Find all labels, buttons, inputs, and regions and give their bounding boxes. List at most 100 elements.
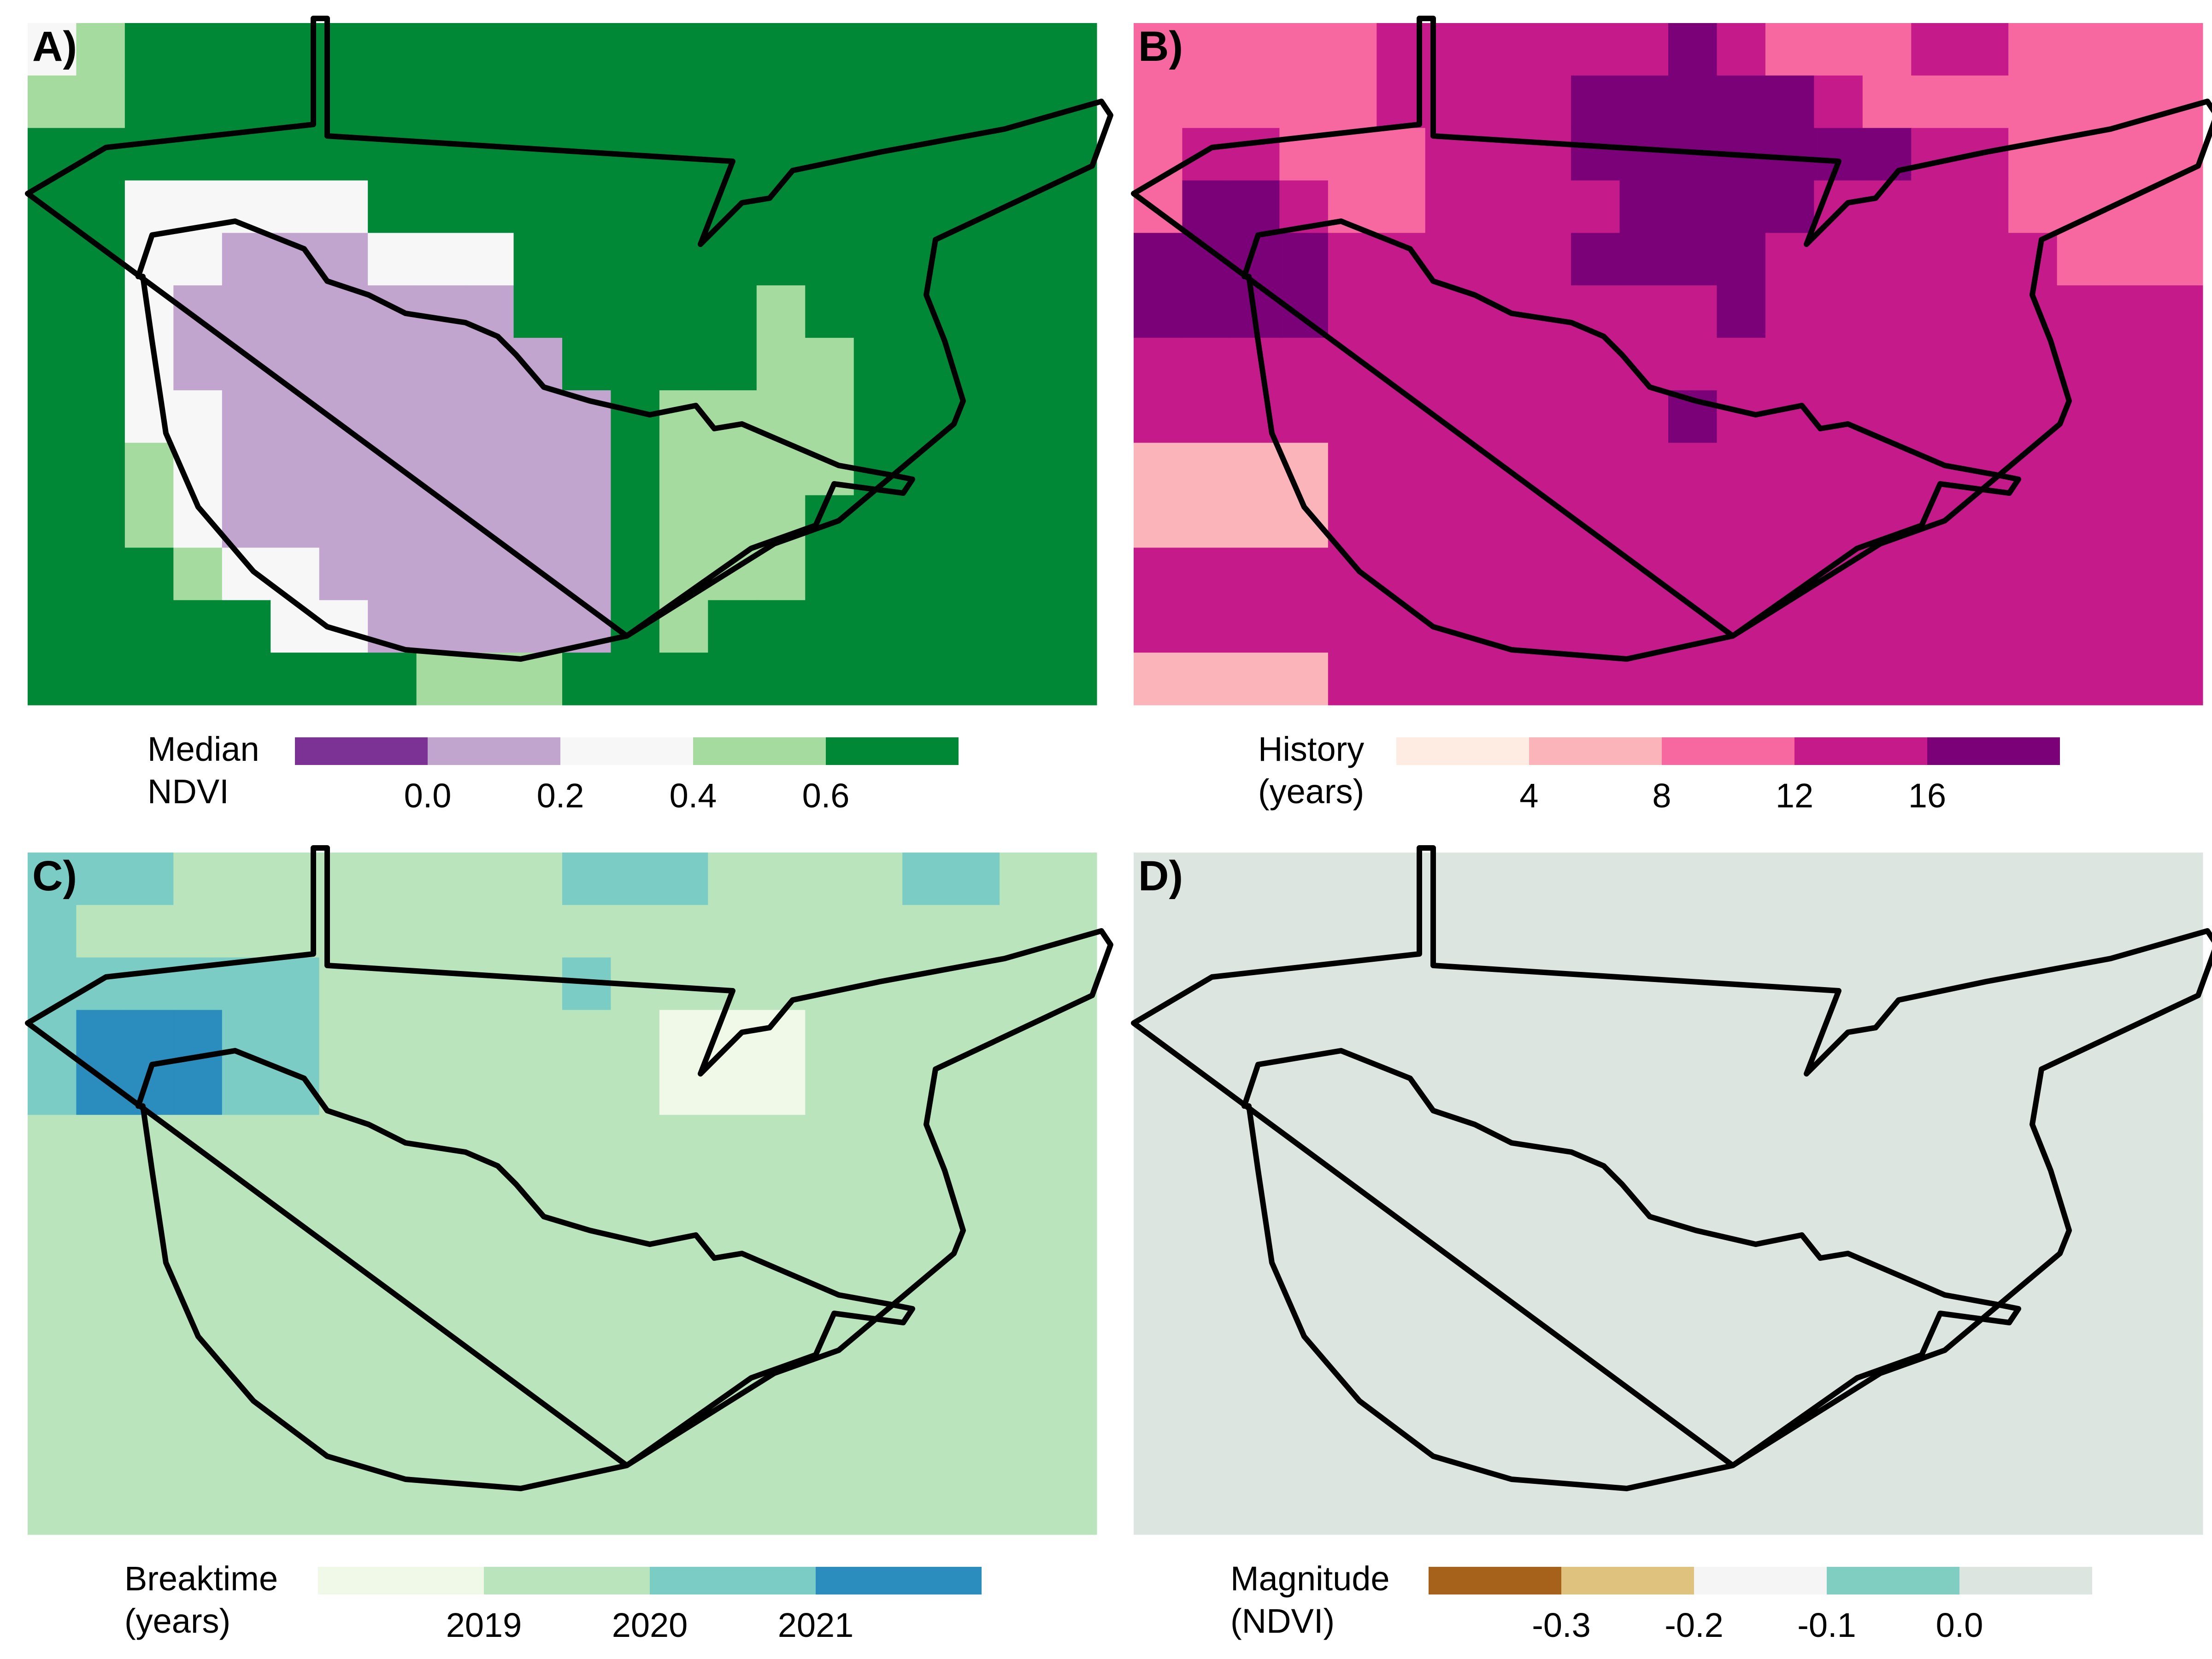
raster-cell	[1717, 285, 1766, 338]
raster-cell	[1328, 1272, 1377, 1325]
raster-cell	[611, 1430, 660, 1483]
raster-cell	[1814, 905, 1863, 958]
raster-cell	[2008, 1430, 2058, 1483]
raster-cell	[368, 1324, 417, 1377]
raster-cell	[659, 495, 708, 548]
raster-cell	[2154, 905, 2203, 958]
raster-cell	[756, 1430, 806, 1483]
raster-cell	[1522, 233, 1571, 286]
raster-cell	[1668, 75, 1717, 129]
raster-cell	[465, 1010, 514, 1063]
raster-cell	[562, 233, 611, 286]
legend-swatch	[295, 737, 428, 765]
raster-cell	[708, 1324, 757, 1377]
raster-cell	[1134, 495, 1182, 548]
raster-cell	[1182, 600, 1231, 653]
raster-cell	[951, 233, 1000, 286]
map-panel-1	[28, 18, 1111, 706]
raster-cell	[465, 1062, 514, 1115]
raster-cell	[1814, 853, 1863, 906]
raster-cell	[1911, 1430, 1960, 1483]
raster-cell	[1377, 390, 1426, 443]
legend-tick-label: -0.3	[1532, 1606, 1591, 1644]
raster-cell	[1000, 547, 1049, 600]
raster-cell	[1911, 1115, 1960, 1168]
raster-cell	[1571, 180, 1620, 233]
raster-cell	[368, 495, 417, 548]
panel-label: D)	[1138, 853, 1183, 900]
raster-cell	[1717, 600, 1766, 653]
raster-cell	[76, 1219, 125, 1273]
raster-cell	[513, 853, 563, 906]
raster-cell	[708, 1062, 757, 1115]
raster-cell	[1425, 180, 1474, 233]
raster-cell	[1328, 1482, 1377, 1535]
raster-cell	[1668, 1482, 1717, 1535]
raster-cell	[1814, 1167, 1863, 1220]
raster-cell	[173, 1219, 223, 1273]
raster-cell	[1765, 905, 1814, 958]
raster-cell	[1911, 1219, 1960, 1273]
legend-title: Median NDVI	[147, 730, 259, 811]
raster-cell	[659, 853, 708, 906]
raster-cell	[319, 653, 368, 706]
raster-cell	[1182, 180, 1231, 233]
raster-cell	[173, 547, 223, 600]
raster-cell	[1522, 957, 1571, 1011]
raster-cell	[76, 1115, 125, 1168]
legend-swatch	[1529, 737, 1662, 765]
raster-cell	[124, 853, 174, 906]
raster-cell	[271, 1167, 320, 1220]
raster-cell	[1474, 23, 1523, 76]
raster-cell	[76, 23, 125, 76]
raster-cell	[1134, 1167, 1182, 1220]
raster-cell	[2106, 1377, 2155, 1430]
map-panel-3	[28, 848, 1111, 1535]
raster-cell	[416, 495, 465, 548]
raster-cell	[1377, 338, 1426, 391]
raster-cell	[1911, 180, 1960, 233]
raster-cell	[271, 1219, 320, 1273]
raster-cell	[28, 1430, 76, 1483]
raster-cell	[805, 1430, 854, 1483]
raster-cell	[1668, 1115, 1717, 1168]
raster-cell	[902, 180, 952, 233]
raster-cell	[1862, 1377, 1912, 1430]
raster-cell	[1474, 390, 1523, 443]
legend-tick-label: 0.2	[536, 777, 584, 815]
raster-cell	[2008, 128, 2058, 181]
raster-cell	[124, 1482, 174, 1535]
raster-cell	[416, 75, 465, 129]
raster-cell	[902, 23, 952, 76]
raster-cell	[2008, 1482, 2058, 1535]
raster-cell	[756, 338, 806, 391]
raster-cell	[756, 1377, 806, 1430]
raster-cell	[1959, 1377, 2009, 1430]
raster-cell	[1048, 1219, 1097, 1273]
raster-cell	[1717, 1272, 1766, 1325]
raster-cell	[1134, 905, 1182, 958]
raster-cell	[2154, 180, 2203, 233]
raster-cell	[368, 1377, 417, 1430]
raster-cell	[1134, 1430, 1182, 1483]
raster-cell	[319, 1010, 368, 1063]
raster-cell	[1328, 1115, 1377, 1168]
raster-cell	[1522, 1482, 1571, 1535]
raster-cell	[611, 853, 660, 906]
raster-cell	[1522, 1115, 1571, 1168]
raster-cell	[2008, 600, 2058, 653]
raster-cell	[611, 180, 660, 233]
legend-tick-label: -0.2	[1665, 1606, 1724, 1644]
raster-cell	[1814, 1482, 1863, 1535]
raster-cell	[1911, 653, 1960, 706]
raster-cell	[853, 285, 903, 338]
raster-cell	[28, 1272, 76, 1325]
raster-cell	[1328, 495, 1377, 548]
raster-cell	[465, 233, 514, 286]
raster-cell	[2106, 442, 2155, 496]
raster-cell	[2008, 495, 2058, 548]
raster-cell	[2106, 128, 2155, 181]
raster-cell	[2106, 1219, 2155, 1273]
raster-cell	[1668, 905, 1717, 958]
raster-cell	[1048, 1430, 1097, 1483]
